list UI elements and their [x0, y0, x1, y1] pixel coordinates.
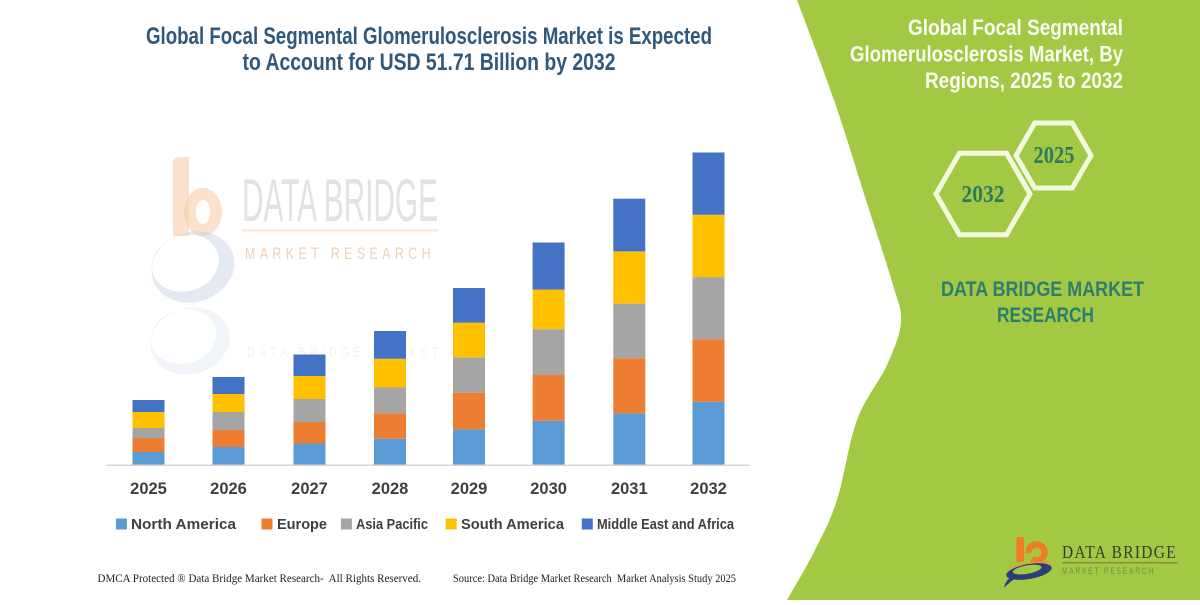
svg-text:MARKET RESEARCH: MARKET RESEARCH: [1062, 566, 1155, 576]
svg-text:Regions, 2025 to 2032: Regions, 2025 to 2032: [925, 68, 1123, 93]
svg-text:Glomerulosclerosis Market, By: Glomerulosclerosis Market, By: [850, 42, 1124, 67]
svg-text:Middle East and Africa: Middle East and Africa: [597, 517, 735, 533]
svg-text:Source: Data Bridge Market Res: Source: Data Bridge Market Research Mark…: [453, 573, 736, 585]
svg-text:DATA BRIDGE: DATA BRIDGE: [1062, 542, 1177, 562]
svg-text:2026: 2026: [210, 480, 247, 498]
svg-text:2030: 2030: [530, 480, 567, 498]
svg-text:2032: 2032: [690, 480, 727, 498]
svg-text:North America: North America: [131, 517, 237, 533]
svg-text:DATA BRIDGE MARKET: DATA BRIDGE MARKET: [248, 344, 443, 361]
svg-text:2031: 2031: [611, 480, 648, 498]
svg-text:Europe: Europe: [277, 517, 327, 533]
svg-text:2025: 2025: [130, 480, 167, 498]
svg-text:DMCA Protected ® Data Bridge M: DMCA Protected ® Data Bridge Market Rese…: [98, 573, 422, 585]
svg-text:MARKET RESEARCH: MARKET RESEARCH: [245, 244, 435, 263]
svg-text:DATA BRIDGE MARKET: DATA BRIDGE MARKET: [941, 278, 1144, 301]
svg-text:2028: 2028: [372, 480, 409, 498]
svg-text:2032: 2032: [962, 182, 1005, 208]
svg-text:Asia Pacific: Asia Pacific: [356, 517, 428, 533]
svg-text:2025: 2025: [1034, 143, 1075, 169]
svg-text:RESEARCH: RESEARCH: [997, 304, 1094, 327]
svg-text:Global Focal Segmental Glomeru: Global Focal Segmental Glomerulosclerosi…: [146, 23, 712, 50]
svg-text:South America: South America: [461, 517, 565, 533]
svg-text:2029: 2029: [451, 480, 488, 498]
svg-text:DATA BRIDGE: DATA BRIDGE: [242, 167, 438, 234]
svg-text:2027: 2027: [291, 480, 328, 498]
svg-text:Global Focal Segmental: Global Focal Segmental: [908, 15, 1123, 40]
svg-text:to Account for USD 51.71 Billi: to Account for USD 51.71 Billion by 2032: [243, 49, 616, 76]
